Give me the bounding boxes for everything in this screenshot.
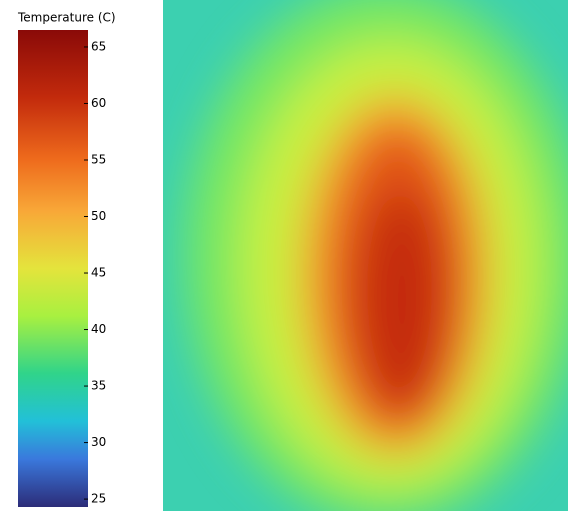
tick-label: 40 [91, 322, 106, 336]
thermal-image [163, 0, 568, 511]
colorbar-title: Temperature (C) [17, 11, 116, 25]
tick-label: 25 [91, 492, 106, 506]
colorbar [18, 30, 88, 507]
tick-label: 55 [91, 152, 106, 166]
tick-label: 45 [91, 266, 106, 280]
tick-label: 30 [91, 435, 106, 449]
tick-label: 65 [91, 39, 106, 53]
tick-label: 35 [91, 379, 106, 393]
tick-label: 50 [91, 209, 106, 223]
tick-label: 60 [91, 96, 106, 110]
thermal-view: Temperature (C) 65 60 55 50 45 40 35 30 25 [0, 0, 568, 511]
